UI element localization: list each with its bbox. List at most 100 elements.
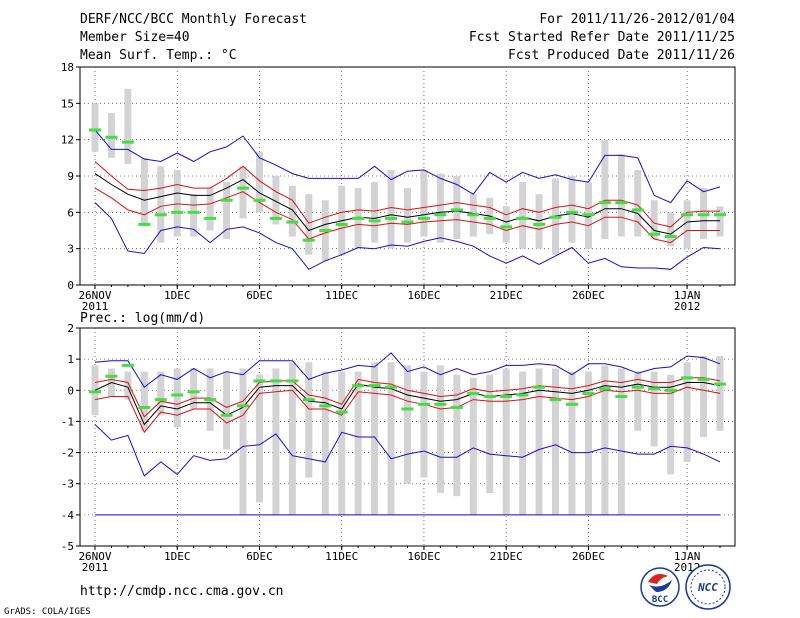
temp-xtick-label: 21DEC bbox=[490, 289, 523, 302]
prec-spread-box bbox=[584, 371, 592, 515]
prec-ytick-label: -3 bbox=[61, 478, 74, 491]
prec-spread-box bbox=[173, 368, 181, 428]
prec-spread-box bbox=[272, 368, 280, 515]
prec-median-marker bbox=[533, 385, 546, 389]
prec-spread-box bbox=[288, 362, 296, 515]
prec-median-marker bbox=[697, 377, 710, 381]
prec-xtick-label: 11DEC bbox=[325, 550, 358, 563]
temp-mean-line bbox=[94, 173, 720, 235]
temp-median-marker bbox=[500, 225, 513, 229]
prec-median-marker bbox=[549, 398, 562, 402]
fcst-started-label: Fcst Started Refer Date 2011/11/25 bbox=[469, 30, 735, 45]
temp-median-marker bbox=[204, 216, 217, 220]
prec-xtick-label: 21DEC bbox=[490, 550, 523, 563]
temp-median-marker bbox=[483, 216, 496, 220]
variable-label: Mean Surf. Temp.: °C bbox=[80, 48, 237, 63]
prec-mean-line bbox=[94, 381, 721, 426]
prec-spread-box bbox=[519, 371, 527, 515]
temp-xtick-label: 1DEC bbox=[164, 289, 191, 302]
temp-spread-box bbox=[568, 176, 576, 243]
temp-median-marker bbox=[269, 216, 282, 220]
prec-median-marker bbox=[483, 395, 496, 399]
prec-spread-box bbox=[124, 371, 132, 400]
temp-median-marker bbox=[253, 198, 266, 202]
temp-spread-box bbox=[190, 194, 198, 237]
temp-ytick-label: 18 bbox=[61, 61, 74, 74]
prec-xtick-year-label: 2011 bbox=[82, 561, 109, 574]
prec-upper-line bbox=[94, 377, 721, 418]
prec-median-marker bbox=[516, 393, 529, 397]
prec-spread-box bbox=[338, 371, 346, 515]
temp-xtick-label: 26DEC bbox=[572, 289, 605, 302]
prec-spread-box bbox=[436, 365, 444, 494]
prec-median-marker bbox=[648, 387, 661, 391]
prec-spread-box bbox=[404, 365, 411, 484]
temp-median-marker bbox=[154, 213, 167, 217]
prec-xtick-label: 26NOV bbox=[78, 550, 111, 563]
temp-median-marker bbox=[319, 229, 332, 232]
temp-spread-box bbox=[453, 176, 461, 239]
prec-spread-box bbox=[321, 371, 329, 515]
prec-median-marker bbox=[500, 395, 513, 399]
temp-ytick-label: 3 bbox=[67, 243, 74, 256]
prec-spread-box bbox=[255, 374, 263, 503]
temp-median-marker bbox=[237, 186, 250, 190]
prec-spread-box bbox=[552, 368, 560, 515]
temp-median-marker bbox=[105, 135, 118, 139]
prec-spread-box bbox=[469, 377, 477, 515]
prec-max-line bbox=[94, 352, 721, 388]
prec-median-marker bbox=[154, 398, 167, 402]
prec-spread-box bbox=[354, 371, 362, 515]
temp-upper-line bbox=[94, 161, 720, 228]
prec-median-marker bbox=[220, 413, 233, 417]
temp-plot-frame bbox=[79, 66, 736, 286]
prec-min-line bbox=[94, 424, 721, 477]
temp-spread-box bbox=[667, 212, 675, 247]
temp-median-marker bbox=[302, 238, 315, 242]
temp-spread-box bbox=[305, 194, 313, 255]
temp-xtick-year-label: 2011 bbox=[82, 300, 109, 313]
prec-xtick-label: 6DEC bbox=[246, 550, 273, 563]
prec-median-marker bbox=[302, 398, 315, 402]
prec-ytick-label: -5 bbox=[61, 540, 74, 553]
prec-spread-box bbox=[486, 374, 494, 494]
prec-median-marker bbox=[467, 391, 480, 395]
bcc-logo: BCC bbox=[640, 567, 680, 607]
temp-median-marker bbox=[187, 210, 200, 214]
prec-spread-box bbox=[371, 362, 379, 515]
temp-spread-box bbox=[124, 88, 132, 164]
bcc-logo-text: BCC bbox=[652, 595, 668, 605]
prec-median-marker bbox=[582, 391, 595, 395]
prec-spread-box bbox=[502, 368, 510, 515]
grads-credit: GrADS: COLA/IGES bbox=[4, 607, 91, 617]
temp-spread-box bbox=[634, 169, 642, 237]
temp-median-marker bbox=[533, 222, 546, 226]
temp-median-marker bbox=[648, 232, 661, 236]
prec-xtick-label: 26DEC bbox=[572, 550, 605, 563]
temp-spread-box bbox=[404, 188, 411, 243]
prec-xtick-label: 1DEC bbox=[164, 550, 191, 563]
temp-median-marker bbox=[450, 208, 463, 212]
prec-spread-box bbox=[650, 371, 658, 447]
temp-median-marker bbox=[697, 213, 710, 217]
temp-median-marker bbox=[138, 222, 151, 226]
prec-median-marker bbox=[121, 363, 134, 367]
prec-median-marker bbox=[138, 405, 151, 409]
prec-spread-box bbox=[387, 362, 395, 515]
prec-median-marker bbox=[681, 376, 694, 380]
prec-median-marker bbox=[598, 387, 611, 391]
prec-median-marker bbox=[171, 393, 184, 397]
prec-spread-box bbox=[568, 371, 576, 515]
temp-median-marker bbox=[582, 213, 595, 217]
temp-median-marker bbox=[121, 140, 134, 144]
temp-xtick-label: 1JAN bbox=[674, 289, 701, 302]
temp-median-marker bbox=[467, 213, 480, 217]
temp-median-marker bbox=[516, 216, 529, 220]
temp-spread-box bbox=[617, 154, 625, 237]
prec-median-marker bbox=[565, 402, 578, 406]
temp-spread-box bbox=[601, 139, 609, 239]
prec-median-marker bbox=[237, 404, 250, 408]
prec-median-marker bbox=[335, 410, 348, 414]
temp-min-line bbox=[94, 202, 721, 270]
temp-median-marker bbox=[714, 213, 726, 217]
